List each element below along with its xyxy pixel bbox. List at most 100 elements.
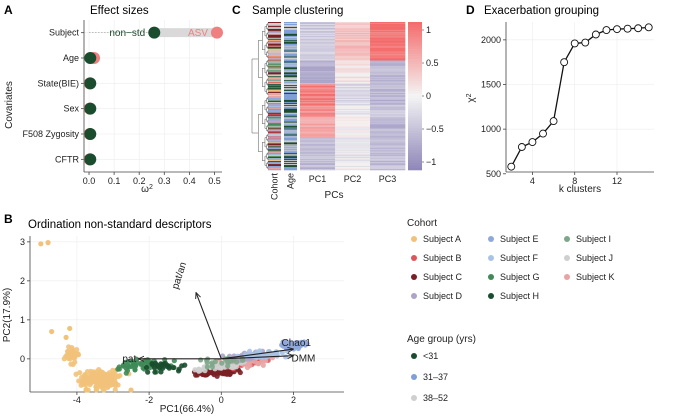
age-bar-cell xyxy=(284,102,297,105)
age-bar-cell xyxy=(284,103,297,106)
heatmap-cell xyxy=(335,159,371,161)
cohort-bar-cell xyxy=(268,116,281,119)
heatmap-cell xyxy=(335,75,371,77)
age-bar-cell xyxy=(284,27,297,30)
heatmap-cell xyxy=(335,110,371,113)
heatmap-cell xyxy=(370,50,406,52)
panel-d: D Exacerbation grouping χ2 4 8 12 500 1000 15… xyxy=(466,3,654,195)
heatmap-cell xyxy=(370,22,406,24)
heatmap-cell xyxy=(370,30,406,33)
heatmap-cell xyxy=(335,151,371,153)
ordination-point xyxy=(158,369,164,375)
heatmap-cell xyxy=(370,109,406,112)
heatmap-cell xyxy=(300,112,336,115)
ordination-point xyxy=(120,363,127,369)
age-bar-cell xyxy=(284,59,297,61)
age-bar-cell xyxy=(284,53,297,55)
heatmap-cell xyxy=(335,137,371,139)
heatmap-cell xyxy=(335,160,371,162)
heatmap-cell xyxy=(300,42,336,45)
age-bar-cell xyxy=(284,116,297,119)
cohort-bar-cell xyxy=(268,124,281,126)
heatmap-cell xyxy=(370,61,406,63)
heatmap-cell xyxy=(335,126,371,128)
heatmap-cell xyxy=(335,164,371,166)
age-bar-cell xyxy=(284,121,297,123)
age-bar-cell xyxy=(284,61,297,63)
panel-a-covariate-label: State(BIE) xyxy=(37,78,79,88)
cohort-bar-cell xyxy=(268,117,281,119)
heatmap-cell xyxy=(370,87,406,89)
cohort-bar-cell xyxy=(268,131,281,133)
ordination-point xyxy=(212,359,218,365)
heatmap-cell xyxy=(335,44,371,46)
heatmap-cell xyxy=(300,107,336,110)
heatmap-cell xyxy=(370,53,406,55)
heatmap-cell xyxy=(370,114,406,117)
heatmap-cell xyxy=(370,69,406,71)
panel-d-plot: 4 8 12 500 1000 1500 2000 xyxy=(481,22,654,186)
cohort-bar-cell xyxy=(268,65,281,67)
heatmap-cell xyxy=(335,85,371,87)
panel-d-x-tick-label: 8 xyxy=(572,176,577,186)
heatmap-cell xyxy=(370,146,406,148)
heatmap-cell xyxy=(335,108,371,111)
colorbar-segment xyxy=(408,115,422,119)
heatmap-cell xyxy=(300,76,336,78)
heatmap-cell xyxy=(370,119,406,121)
heatmap-cell xyxy=(370,134,406,136)
heatmap-cell xyxy=(370,38,406,41)
cohort-bar-cell xyxy=(268,22,281,25)
cohort-bar-cell xyxy=(268,136,281,138)
panel-d-ylabel: χ2 xyxy=(466,93,478,102)
panel-b-y-tick-label: 1 xyxy=(20,315,25,325)
colorbar-segment xyxy=(408,88,422,92)
ordination-point xyxy=(149,361,155,367)
heatmap-cell xyxy=(335,168,371,170)
cohort-bar-cell xyxy=(268,70,281,72)
colorbar-segment xyxy=(408,152,422,156)
heatmap-cell xyxy=(335,24,371,27)
heatmap-cell xyxy=(300,77,336,79)
cohort-bar-cell xyxy=(268,118,281,120)
heatmap-cell xyxy=(335,31,371,34)
heatmap-cell xyxy=(335,118,371,120)
age-bar-cell xyxy=(284,130,297,132)
cohort-bar-cell xyxy=(268,25,281,28)
cohort-bar-cell xyxy=(268,113,281,116)
cohort-bar-cell xyxy=(268,80,281,82)
ordination-point xyxy=(219,360,225,366)
heatmap-cell xyxy=(370,128,406,130)
age-bar-cell xyxy=(284,158,297,160)
heatmap-cell xyxy=(300,65,336,67)
ordination-point xyxy=(72,359,78,365)
cohort-bar-cell xyxy=(268,143,281,145)
legend-cohort-label: Subject K xyxy=(576,272,615,282)
colorbar-segment xyxy=(408,113,422,117)
heatmap-cell xyxy=(370,40,406,43)
colorbar-segment xyxy=(408,34,422,38)
heatmap-cell xyxy=(300,99,336,102)
age-bar-cell xyxy=(284,98,297,101)
cohort-bar-cell xyxy=(268,102,281,105)
heatmap-cell xyxy=(335,66,371,68)
heatmap-cell xyxy=(300,23,336,26)
heatmap-cell xyxy=(300,109,336,112)
heatmap-cell xyxy=(300,52,336,54)
cohort-bar-cell xyxy=(268,161,281,163)
heatmap-cell xyxy=(370,167,406,169)
heatmap-cell xyxy=(335,25,371,28)
heatmap-cell xyxy=(335,53,371,55)
heatmap-cell xyxy=(300,33,336,36)
ordination-point xyxy=(122,359,128,365)
heatmap-cell xyxy=(370,45,406,47)
cohort-bar-cell xyxy=(268,112,281,115)
heatmap-cell xyxy=(300,141,336,143)
legend-cohort-swatch xyxy=(488,236,494,242)
ordination-point xyxy=(230,364,236,371)
heatmap-cell xyxy=(370,120,406,122)
age-bar-cell xyxy=(284,52,297,54)
heatmap-cell xyxy=(300,159,336,161)
age-bar-cell xyxy=(284,161,297,163)
